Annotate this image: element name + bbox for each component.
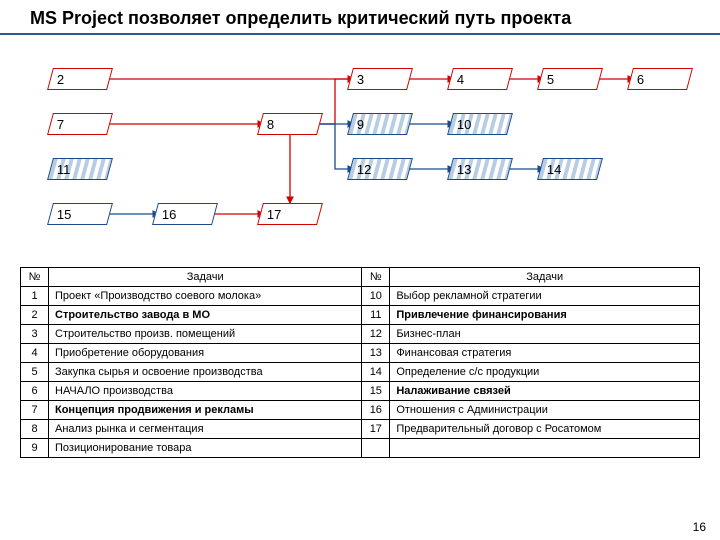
diagram-node: 14 [537, 158, 603, 180]
diagram-node: 5 [537, 68, 603, 90]
diagram-node: 16 [152, 203, 218, 225]
table-row: 7Концепция продвижения и рекламы16Отноше… [21, 401, 700, 420]
table-row: 4Приобретение оборудования13Финансовая с… [21, 344, 700, 363]
diagram-node: 7 [47, 113, 113, 135]
diagram-node: 17 [257, 203, 323, 225]
diagram-node: 3 [347, 68, 413, 90]
page-title: MS Project позволяет определить критичес… [0, 0, 720, 35]
network-diagram: 2 3 4 5 6 7 8 9 10 11 12 13 14 15 16 17 [20, 43, 700, 263]
diagram-node: 12 [347, 158, 413, 180]
th-num2: № [362, 268, 390, 287]
diagram-node: 2 [47, 68, 113, 90]
table-header-row: № Задачи № Задачи [21, 268, 700, 287]
tasks-table: № Задачи № Задачи 1Проект «Производство … [20, 267, 700, 458]
table-row: 5Закупка сырья и освоение производства14… [21, 363, 700, 382]
diagram-node: 10 [447, 113, 513, 135]
diagram-node: 15 [47, 203, 113, 225]
page-number: 16 [693, 520, 706, 534]
th-num1: № [21, 268, 49, 287]
table-row: 8Анализ рынка и сегментация17Предварител… [21, 420, 700, 439]
diagram-node: 13 [447, 158, 513, 180]
th-task1: Задачи [49, 268, 362, 287]
table-row: 9Позиционирование товара [21, 439, 700, 458]
diagram-node: 4 [447, 68, 513, 90]
diagram-node: 6 [627, 68, 693, 90]
table-row: 6НАЧАЛО производства15Налаживание связей [21, 382, 700, 401]
diagram-node: 9 [347, 113, 413, 135]
diagram-node: 8 [257, 113, 323, 135]
diagram-node: 11 [47, 158, 113, 180]
th-task2: Задачи [390, 268, 700, 287]
table-row: 2Строительство завода в МО11Привлечение … [21, 306, 700, 325]
table-row: 3Строительство произв. помещений12Бизнес… [21, 325, 700, 344]
table-row: 1Проект «Производство соевого молока»10В… [21, 287, 700, 306]
